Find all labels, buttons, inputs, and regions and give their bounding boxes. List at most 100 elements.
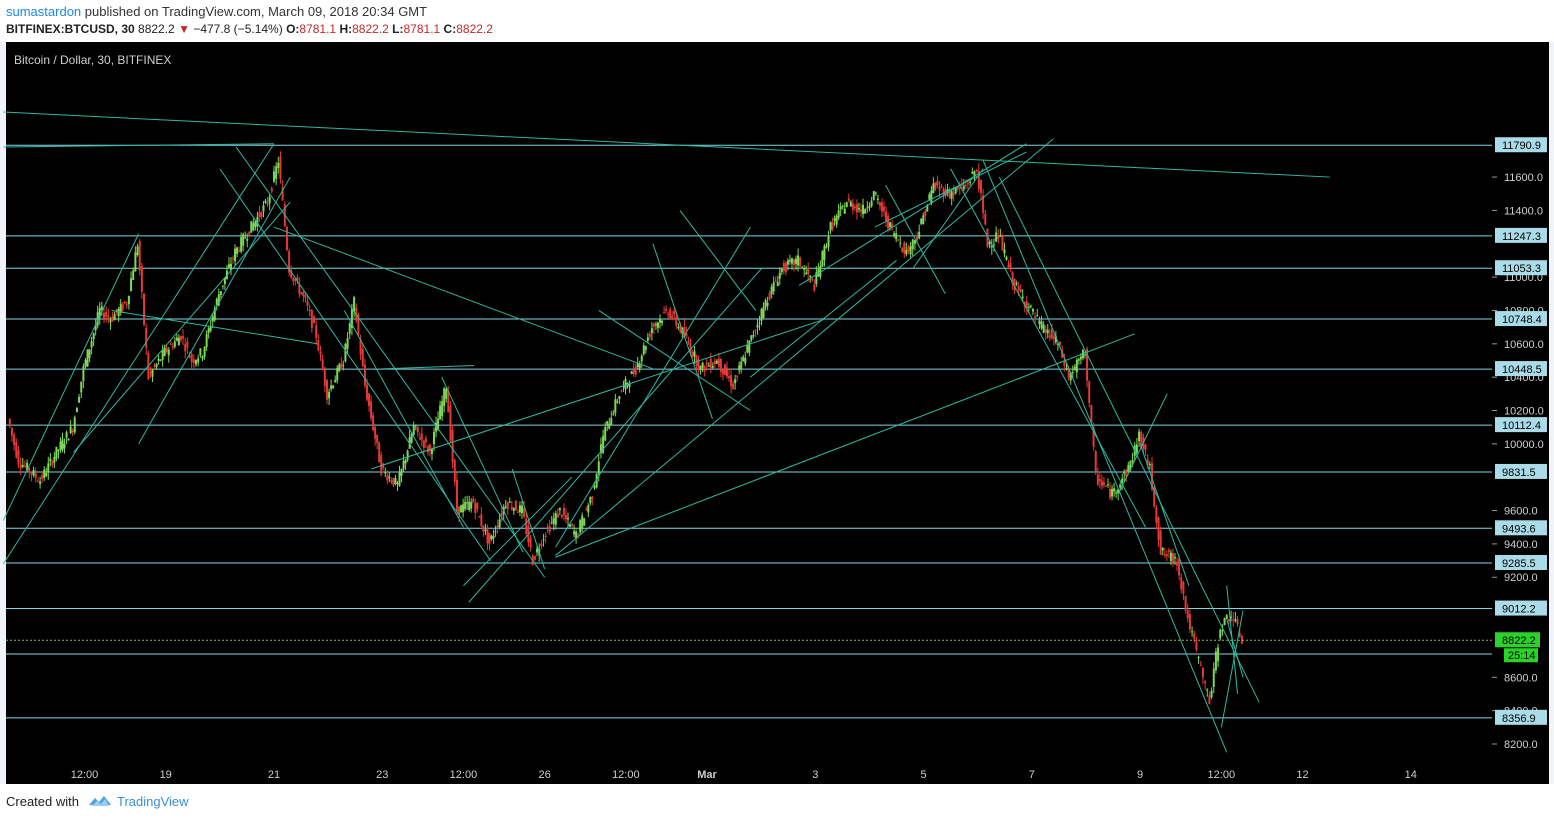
candle-body (1153, 487, 1156, 507)
candle-body (1234, 619, 1237, 621)
level-label-bg (1495, 361, 1547, 377)
candle-body (1176, 561, 1179, 566)
candle-body (323, 367, 326, 387)
candle-body (1088, 381, 1091, 403)
trend-line (912, 168, 984, 270)
candle-body (376, 434, 379, 443)
trend-line (3, 143, 274, 148)
candle-body (550, 522, 553, 524)
candle-body (736, 375, 739, 377)
candle-body (1195, 642, 1198, 650)
candle-body (205, 333, 208, 348)
candle-body (209, 325, 212, 331)
candle-body (523, 508, 526, 517)
candle-body (492, 536, 495, 539)
candle-body (1208, 695, 1211, 704)
candle-body (742, 356, 745, 362)
candle-body (1104, 485, 1107, 487)
candle-body (544, 535, 547, 538)
candle-body (53, 456, 56, 463)
candle-body (84, 359, 87, 367)
level-label-bg (1495, 227, 1547, 243)
candle-body (428, 444, 431, 451)
level-label: 9285.5 (1502, 558, 1536, 570)
candle-body (402, 461, 405, 469)
candle-body (1161, 548, 1164, 551)
candle-body (897, 239, 900, 241)
candle-body (1075, 359, 1078, 373)
candle-body (593, 486, 596, 489)
trend-line (73, 201, 291, 453)
candle-body (928, 194, 931, 200)
candle-body (260, 212, 263, 218)
candle-body (934, 182, 937, 189)
author-link[interactable]: sumastardon (6, 4, 82, 19)
candle-body (1086, 348, 1089, 381)
candle-body (713, 360, 716, 365)
candle-body (1102, 482, 1105, 485)
candle-body (932, 183, 935, 194)
candles (8, 151, 1243, 705)
candle-body (221, 285, 224, 287)
candle-body (363, 364, 366, 386)
candle-body (764, 300, 767, 308)
candle-body (831, 222, 834, 230)
candle-body (449, 405, 452, 441)
candle-body (182, 336, 185, 339)
candle-body (248, 231, 251, 236)
candle-body (833, 218, 836, 221)
candle-body (10, 427, 13, 436)
candle-body (447, 391, 450, 413)
candle-body (17, 450, 20, 465)
tradingview-link[interactable]: TradingView (117, 794, 189, 809)
candle-body (728, 376, 731, 379)
candle-body (462, 504, 465, 513)
candle-body (1046, 329, 1049, 334)
candle-body (227, 264, 230, 268)
candle-body (1021, 296, 1024, 298)
candle-body (807, 267, 810, 275)
price-chart[interactable]: Bitcoin / Dollar, 30, BITFINEX8200.08400… (0, 42, 1554, 784)
candle-body (1146, 459, 1149, 465)
countdown-badge (1504, 648, 1538, 663)
candle-body (595, 474, 598, 488)
candle-body (979, 179, 982, 194)
candle-body (1063, 360, 1066, 366)
trend-line (3, 111, 1330, 178)
candle-body (740, 361, 743, 370)
candle-body (426, 446, 429, 453)
candle-body (127, 295, 130, 305)
countdown-label: 25:14 (1508, 650, 1536, 662)
candle-body (903, 242, 906, 254)
candle-body (895, 233, 898, 240)
candle-body (350, 308, 353, 329)
candle-body (1159, 531, 1162, 555)
candle-body (859, 209, 862, 212)
level-label: 9831.5 (1502, 467, 1536, 479)
candle-body (533, 556, 536, 560)
candle-body (677, 326, 680, 328)
candle-body (1094, 451, 1097, 472)
candle-body (646, 337, 649, 341)
candle-body (809, 275, 812, 277)
candle-body (711, 365, 714, 368)
candle-body (264, 200, 267, 203)
candle-body (192, 359, 195, 363)
candle-body (982, 195, 985, 213)
candle-body (332, 385, 335, 388)
candle-body (691, 351, 694, 357)
y-tick-label: 10000.0 (1504, 439, 1544, 451)
candle-body (964, 185, 967, 187)
candle-body (608, 423, 611, 429)
candle-body (59, 441, 62, 450)
x-tick-label: 12:00 (450, 769, 478, 781)
open-label: O: (286, 22, 300, 36)
candle-body (723, 364, 726, 375)
candle-body (252, 223, 255, 231)
y-tick-label: 9200.0 (1504, 572, 1538, 584)
candle-body (701, 362, 704, 368)
x-tick-label: 12:00 (71, 769, 99, 781)
candle-body (184, 344, 187, 352)
level-label-bg (1495, 311, 1547, 327)
candle-body (1171, 553, 1174, 563)
